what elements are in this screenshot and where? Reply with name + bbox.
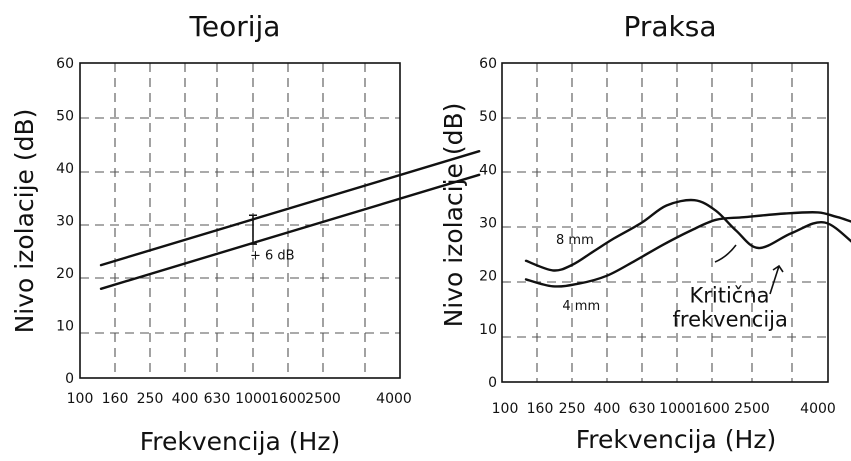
critical-frequency-label-line2: frekvencija bbox=[673, 307, 788, 331]
x-tick-label: 4000 bbox=[376, 391, 412, 407]
x-tick-labels: 100 160 250 400 630 1000 1600 2500 4000 bbox=[492, 401, 836, 417]
x-tick-label: 1600 bbox=[270, 391, 306, 407]
x-tick-label: 4000 bbox=[800, 401, 836, 417]
series-line-8mm bbox=[524, 198, 851, 272]
x-axis-label: Frekvencija (Hz) bbox=[140, 427, 341, 456]
y-tick-label: 50 bbox=[56, 109, 74, 125]
x-tick-label: 400 bbox=[172, 391, 199, 407]
y-tick-label: 50 bbox=[479, 109, 497, 125]
x-tick-label: 1600 bbox=[694, 401, 730, 417]
x-tick-label: 630 bbox=[629, 401, 656, 417]
x-tick-label: 100 bbox=[492, 401, 519, 417]
x-tick-label: 250 bbox=[137, 391, 164, 407]
y-tick-labels: 0 10 20 30 40 50 60 bbox=[56, 56, 74, 387]
chart-title: Praksa bbox=[623, 10, 716, 43]
grid bbox=[502, 63, 828, 382]
y-tick-label: 60 bbox=[479, 56, 497, 72]
chart-teorija: Teorija 0 10 20 30 40 50 60 100 160 250 … bbox=[10, 10, 481, 456]
grid bbox=[80, 63, 400, 378]
y-tick-label: 10 bbox=[479, 322, 497, 338]
db-difference-marker bbox=[249, 214, 257, 245]
x-tick-label: 400 bbox=[594, 401, 621, 417]
chart-title: Teorija bbox=[189, 10, 281, 43]
x-tick-label: 2500 bbox=[305, 391, 341, 407]
y-tick-label: 40 bbox=[479, 162, 497, 178]
y-tick-label: 30 bbox=[479, 216, 497, 232]
series-group bbox=[524, 198, 851, 288]
x-tick-label: 1000 bbox=[235, 391, 271, 407]
series-label-4mm: 4 mm bbox=[562, 299, 600, 314]
plot-frame bbox=[501, 62, 829, 383]
critical-frequency-annotation: Kritična frekvencija bbox=[673, 244, 788, 331]
series-label-8mm: 8 mm bbox=[556, 233, 594, 248]
y-tick-label: 30 bbox=[56, 214, 74, 230]
x-tick-label: 630 bbox=[204, 391, 231, 407]
chart-praksa: Praksa 0 10 20 30 40 50 60 100 160 250 4… bbox=[439, 10, 851, 454]
y-tick-label: 20 bbox=[56, 266, 74, 282]
x-tick-label: 1000 bbox=[659, 401, 695, 417]
y-tick-label: 0 bbox=[65, 371, 74, 387]
critical-frequency-label-line1: Kritična bbox=[690, 283, 770, 307]
x-tick-label: 160 bbox=[527, 401, 554, 417]
plot-frame bbox=[79, 62, 401, 379]
y-tick-label: 60 bbox=[56, 56, 74, 72]
y-axis-label: Nivo izolacije (dB) bbox=[439, 103, 468, 328]
series-line-lower bbox=[99, 173, 481, 290]
db-difference-label: + 6 dB bbox=[250, 248, 295, 263]
critical-pointer-right bbox=[769, 265, 780, 295]
x-tick-label: 250 bbox=[559, 401, 586, 417]
x-tick-label: 160 bbox=[102, 391, 129, 407]
y-tick-label: 10 bbox=[56, 319, 74, 335]
x-tick-label: 2500 bbox=[734, 401, 770, 417]
x-axis-label: Frekvencija (Hz) bbox=[576, 425, 777, 454]
x-tick-labels: 100 160 250 400 630 1000 1600 2500 4000 bbox=[67, 391, 412, 407]
series-line-upper bbox=[99, 150, 481, 267]
y-tick-label: 0 bbox=[488, 375, 497, 391]
y-tick-labels: 0 10 20 30 40 50 60 bbox=[479, 56, 497, 391]
y-tick-label: 20 bbox=[479, 269, 497, 285]
critical-pointer-right-head bbox=[772, 264, 784, 273]
critical-pointer-left bbox=[714, 244, 737, 263]
y-axis-label: Nivo izolacije (dB) bbox=[10, 109, 39, 334]
series-group bbox=[99, 150, 481, 290]
x-tick-label: 100 bbox=[67, 391, 94, 407]
series-line-4mm bbox=[524, 211, 851, 288]
y-tick-label: 40 bbox=[56, 161, 74, 177]
